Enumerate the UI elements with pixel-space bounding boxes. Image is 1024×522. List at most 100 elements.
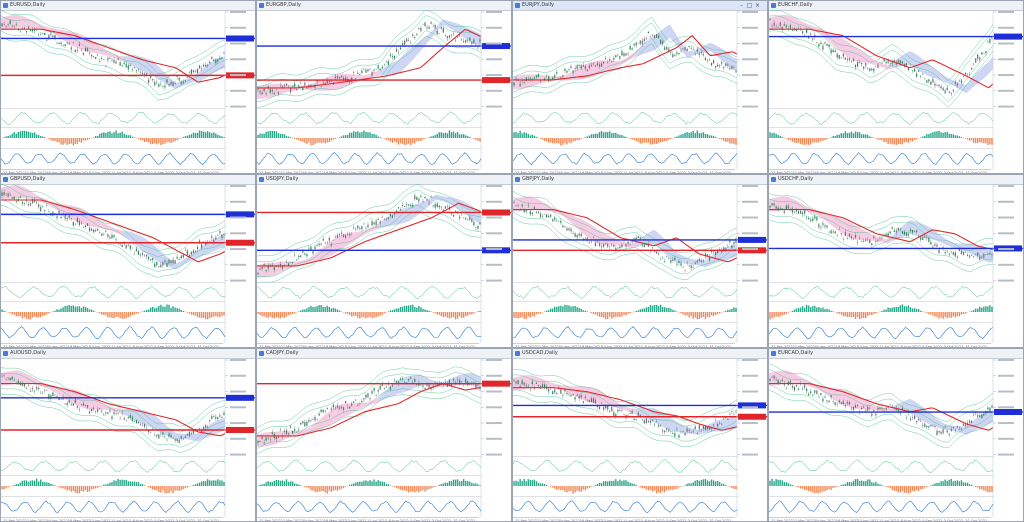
price-tag-red [738,413,766,420]
macd-bar [186,135,189,138]
candle [416,384,418,386]
chart-window[interactable]: USDCAD,Daily 22 Feb 2022 21 Mar 2022 19 Apr… [512,348,768,522]
macd-bar [865,134,867,138]
macd-bar [66,305,68,312]
candle [367,69,369,72]
candle [84,405,87,406]
x-axis-tick-label: 13 Jun 2022 [345,171,367,174]
chart-window[interactable]: CADJPY,Daily 22 Feb 2022 21 Mar 2022 19 Apr… [256,348,512,522]
chart-window[interactable]: EURGBP,Daily 22 Feb 2022 21 Mar 2022 19 Apr… [256,0,512,174]
y-axis-tick-label [998,437,1014,440]
chart-titlebar[interactable]: CADJPY,Daily [257,349,511,359]
candle [676,428,678,430]
minimize-button[interactable]: – [740,2,743,9]
macd-bar [66,137,68,145]
chart-window[interactable]: GBPUSD,Daily 22 Feb 2022 21 Mar 2022 19 Apr… [0,174,256,348]
candle [633,43,635,46]
chart-titlebar[interactable]: AUDUSD,Daily [1,349,255,359]
chart-titlebar[interactable]: GBPJPY,Daily [513,175,767,185]
x-axis-tick-label: 3 Oct 2022 [431,519,452,522]
candle [80,50,83,51]
x-axis-tick-label: 31 Oct 2022 [965,519,988,522]
macd-bar [639,137,641,144]
candle [38,204,40,208]
macd-bar [154,137,156,144]
macd-bar [395,485,398,488]
candle [775,378,777,380]
chart-titlebar[interactable]: EURGBP,Daily [257,1,511,11]
candle [479,39,481,42]
candle [287,263,290,266]
candle [946,430,948,433]
chart-window[interactable]: EURJPY,Daily – □ × 22 Feb 2022 21 Mar 2022 19 … [512,0,768,174]
price-chart[interactable] [257,10,512,169]
macd-bar [74,137,77,145]
candle [560,221,562,223]
macd-bar [586,485,589,489]
candle [62,45,64,47]
price-chart[interactable] [257,184,512,343]
chart-titlebar[interactable]: GBPUSD,Daily [1,175,255,185]
macd-bar [139,137,142,141]
chart-titlebar[interactable]: EURCHF,Daily [769,1,1023,11]
candle [598,243,601,246]
macd-bar [298,484,300,486]
macd-bar [70,137,72,144]
chart-titlebar[interactable]: USDCAD,Daily [513,349,767,359]
candle [672,433,674,434]
y-axis-tick-label [230,58,246,61]
candle [23,384,26,387]
candle [296,259,298,261]
candle [463,385,465,387]
candle [19,31,21,32]
ichimoku-cloud [1,370,124,415]
chart-titlebar[interactable]: EURJPY,Daily – □ × [513,1,767,11]
candle [973,63,975,65]
macd-bar [633,137,635,141]
price-chart[interactable] [769,10,1024,169]
chart-window[interactable]: EURCAD,Daily 22 Feb 2022 21 Mar 2022 19 Apr… [768,348,1024,522]
candle [977,252,979,256]
macd-bar [37,311,40,318]
candle [428,384,430,388]
price-chart[interactable] [769,358,1024,517]
price-chart[interactable] [1,184,256,343]
candle [281,265,284,269]
macd-bar [791,137,794,142]
candle [330,408,332,410]
chart-titlebar[interactable]: EURUSD,Daily [1,1,255,11]
chart-window[interactable]: USDJPY,Daily 22 Feb 2022 21 Mar 2022 19 Apr… [256,174,512,348]
x-axis-tick-label: 22 Feb 2022 [771,171,793,174]
chart-window[interactable]: EURCHF,Daily 22 Feb 2022 21 Mar 2022 19 Apr… [768,0,1024,174]
chart-titlebar[interactable]: EURCAD,Daily [769,349,1023,359]
price-chart[interactable] [513,358,768,517]
price-chart[interactable] [1,10,256,169]
macd-bar [178,485,180,491]
candle [416,197,418,200]
candle [580,394,582,398]
chart-window[interactable]: GBPJPY,Daily 22 Feb 2022 21 Mar 2022 19 Apr… [512,174,768,348]
candle [137,69,140,70]
macd-bar [588,485,591,488]
chart-window[interactable]: AUDUSD,Daily 22 Feb 2022 21 Mar 2022 19 Apr… [0,348,256,522]
chart-titlebar[interactable]: USDCHF,Daily [769,175,1023,185]
price-chart[interactable] [1,358,256,517]
chart-titlebar[interactable]: USDJPY,Daily [257,175,511,185]
y-axis-tick-label [742,74,758,77]
macd-bar [856,478,859,486]
price-chart[interactable] [257,358,512,517]
macd-bar [344,311,347,314]
candle [769,19,771,21]
price-chart[interactable] [513,10,768,169]
close-button[interactable]: × [754,2,761,9]
price-chart[interactable] [769,184,1024,343]
macd-bar [816,307,818,312]
maximize-button[interactable]: □ [746,2,753,9]
x-axis-tick-label: 31 Oct 2022 [197,519,220,522]
price-chart[interactable] [513,184,768,343]
chart-window[interactable]: USDCHF,Daily 22 Feb 2022 21 Mar 2022 19 Apr… [768,174,1024,348]
chart-window[interactable]: EURUSD,Daily 22 Feb 2022 21 Mar 2022 19 Apr… [0,0,256,174]
candle [200,244,203,248]
candle [658,253,660,255]
candle [131,416,133,422]
